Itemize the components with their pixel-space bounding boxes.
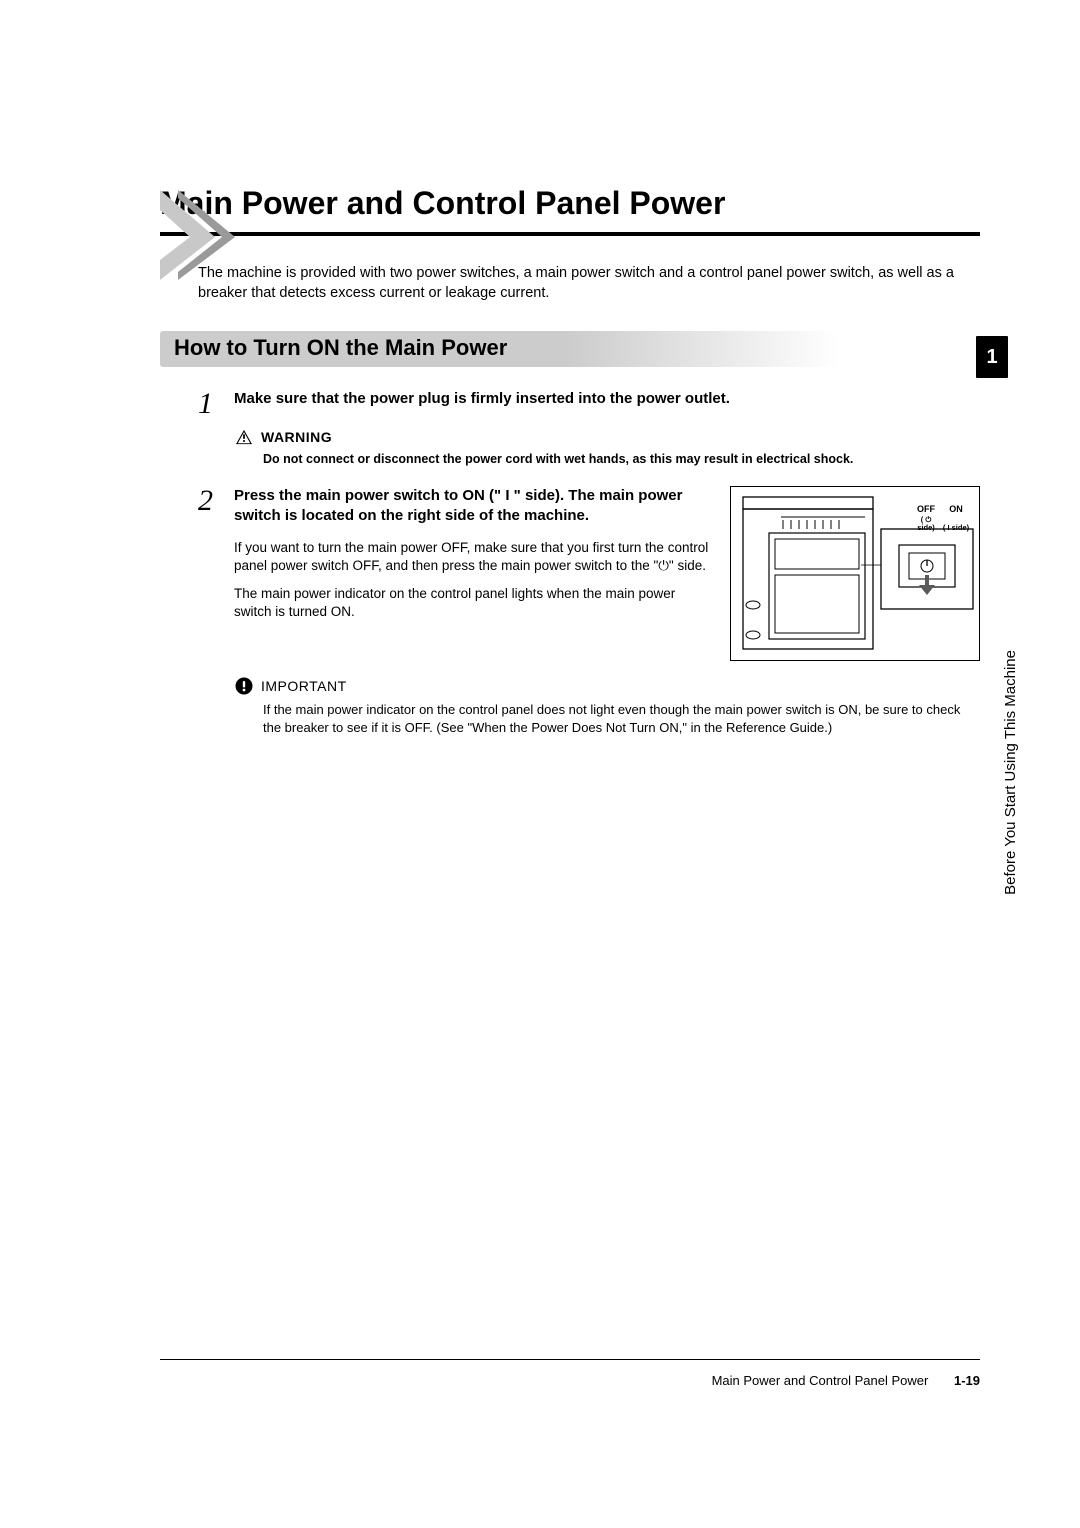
warning-block: WARNING Do not connect or disconnect the…: [235, 429, 980, 468]
page-number: 1-19: [954, 1373, 980, 1388]
step-2-title: Press the main power switch to ON (" I "…: [234, 486, 712, 527]
step-1: 1 Make sure that the power plug is firml…: [198, 389, 980, 419]
machine-diagram: OFFON ( ⏻ side)( I side): [730, 486, 980, 661]
off-label: OFF: [911, 505, 941, 514]
important-label: IMPORTANT: [261, 678, 347, 694]
arrow-decoration-icon: [160, 190, 240, 280]
section-heading: How to Turn ON the Main Power: [160, 331, 840, 367]
intro-paragraph: The machine is provided with two power s…: [198, 264, 980, 303]
step-1-title: Make sure that the power plug is firmly …: [234, 389, 980, 409]
step-1-number: 1: [198, 389, 234, 419]
footer-title: Main Power and Control Panel Power: [712, 1373, 929, 1388]
warning-triangle-icon: [235, 429, 253, 445]
step-2: 2 Press the main power switch to ON (" I…: [198, 486, 980, 661]
important-block: IMPORTANT If the main power indicator on…: [235, 677, 980, 736]
important-circle-icon: [235, 677, 253, 695]
step-2-number: 2: [198, 486, 234, 516]
footer-rule: [160, 1359, 980, 1360]
page-footer: Main Power and Control Panel Power 1-19: [160, 1373, 980, 1388]
off-sublabel: ( ⏻ side): [911, 516, 941, 531]
switch-labels: OFFON ( ⏻ side)( I side): [911, 505, 971, 531]
page-title: Main Power and Control Panel Power: [160, 185, 980, 236]
step-2-paragraph-2: The main power indicator on the control …: [234, 585, 712, 621]
on-label: ON: [941, 505, 971, 514]
chapter-tab: 1: [976, 336, 1008, 378]
important-text: If the main power indicator on the contr…: [263, 701, 980, 736]
side-chapter-label: Before You Start Using This Machine: [1002, 650, 1019, 895]
warning-text: Do not connect or disconnect the power c…: [263, 451, 980, 468]
step-2-paragraph-1: If you want to turn the main power OFF, …: [234, 539, 712, 575]
document-page: Main Power and Control Panel Power The m…: [0, 0, 1080, 1528]
warning-label: WARNING: [261, 429, 332, 445]
on-sublabel: ( I side): [941, 524, 971, 532]
